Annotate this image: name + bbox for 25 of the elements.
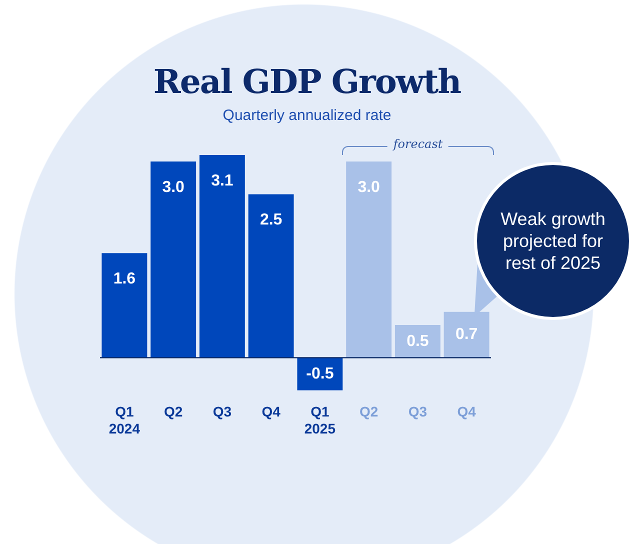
chart-title: Real GDP Growth — [152, 62, 462, 101]
x-tick-label: Q3 — [408, 404, 428, 420]
data-label: 3.1 — [211, 172, 234, 190]
x-tick-label: Q2 — [164, 404, 183, 420]
data-label: 1.6 — [113, 270, 136, 288]
bar — [102, 253, 148, 358]
x-tick-label: Q3 — [212, 404, 232, 420]
data-label: 3.0 — [162, 178, 185, 196]
data-label: 3.0 — [358, 178, 380, 196]
x-tick-label: Q2 — [359, 404, 378, 420]
chart-subtitle: Quarterly annualized rate — [222, 107, 392, 124]
bar — [150, 162, 196, 358]
data-label: 0.5 — [406, 332, 429, 350]
data-label: 2.5 — [260, 212, 282, 229]
bar — [199, 155, 245, 358]
bar — [444, 312, 490, 358]
text: forecast — [387, 137, 449, 151]
x-tick-label: Q4 — [457, 404, 476, 420]
x-tick-label: Q4 — [262, 404, 281, 420]
x-tick-label: Q1 2024 — [108, 404, 140, 436]
bar — [346, 162, 392, 358]
data-label: -0.5 — [306, 365, 334, 382]
bar — [248, 194, 294, 358]
x-tick-label: Q1 2025 — [304, 404, 336, 436]
data-label: 0.7 — [455, 326, 478, 344]
